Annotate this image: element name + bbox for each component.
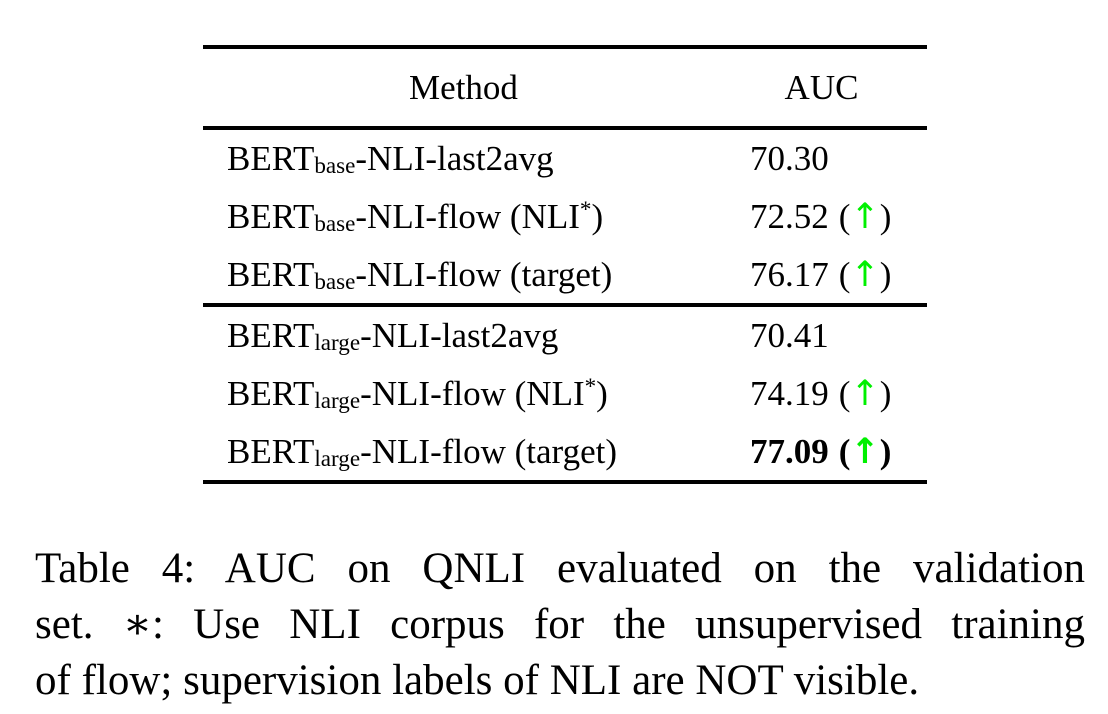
- auc-cell: 76.17 (↑): [750, 246, 927, 305]
- paren-close: ): [879, 254, 892, 294]
- up-arrow-icon: ↑: [850, 196, 880, 237]
- method-cell: BERTlarge-NLI-flow (target): [203, 423, 750, 482]
- method-suffix: -NLI-flow (target): [360, 431, 617, 471]
- auc-cell: 70.30: [750, 128, 927, 187]
- table-caption: Table 4: AUC on QNLI evaluated on the va…: [35, 541, 1085, 709]
- paren-close: ): [879, 431, 892, 471]
- method-cell: BERTbase-NLI-flow (NLI*): [203, 187, 750, 246]
- model-name: BERT: [227, 315, 315, 355]
- model-size-subscript: large: [314, 445, 361, 472]
- auc-value: 76.17: [750, 254, 829, 294]
- paren-open: (: [838, 431, 851, 471]
- auc-cell: 70.41: [750, 305, 927, 364]
- auc-cell: 72.52 (↑): [750, 187, 927, 246]
- table-header: Method AUC: [203, 47, 927, 128]
- method-suffix: -NLI-last2avg: [355, 138, 554, 178]
- auc-cell: 74.19 (↑): [750, 364, 927, 423]
- table-row: BERTbase-NLI-last2avg 70.30: [203, 128, 927, 187]
- model-size-subscript: base: [314, 268, 356, 295]
- method-suffix: -NLI-flow (NLI: [360, 373, 585, 413]
- method-suffix: -NLI-last2avg: [360, 315, 559, 355]
- results-table: Method AUC BERTbase-NLI-last2avg 70.30 B…: [203, 45, 927, 484]
- improvement-indicator: (↑): [838, 254, 892, 295]
- up-arrow-icon: ↑: [850, 431, 880, 472]
- model-size-subscript: large: [314, 387, 361, 414]
- improvement-indicator: (↑): [838, 431, 892, 472]
- method-column-header: Method: [409, 67, 518, 107]
- paren-close: ): [879, 373, 892, 413]
- paren-close: ): [879, 196, 892, 236]
- caption-line: of flow; supervision labels of NLI are N…: [35, 657, 920, 704]
- model-size-subscript: base: [314, 210, 356, 237]
- paren-open: (: [838, 373, 851, 413]
- auc-value: 70.41: [750, 315, 829, 355]
- table-row: BERTbase-NLI-flow (target) 76.17 (↑): [203, 246, 927, 305]
- paren-open: (: [838, 196, 851, 236]
- auc-value: 70.30: [750, 138, 829, 178]
- table-row: BERTlarge-NLI-flow (target) 77.09 (↑): [203, 423, 927, 482]
- auc-value: 77.09: [750, 431, 829, 471]
- up-arrow-icon: ↑: [850, 373, 880, 414]
- method-suffix-end: ): [596, 373, 608, 413]
- model-name: BERT: [227, 373, 315, 413]
- header-row: Method AUC: [203, 47, 927, 128]
- method-cell: BERTbase-NLI-last2avg: [203, 128, 750, 187]
- table-row: BERTlarge-NLI-last2avg 70.41: [203, 305, 927, 364]
- bert-base-group: BERTbase-NLI-last2avg 70.30 BERTbase-NLI…: [203, 128, 927, 305]
- model-name: BERT: [227, 431, 315, 471]
- model-name: BERT: [227, 196, 315, 236]
- star-superscript: *: [584, 373, 597, 400]
- improvement-indicator: (↑): [838, 373, 892, 414]
- method-suffix: -NLI-flow (NLI: [355, 196, 580, 236]
- table-row: BERTlarge-NLI-flow (NLI*) 74.19 (↑): [203, 364, 927, 423]
- star-superscript: *: [579, 196, 592, 223]
- method-cell: BERTlarge-NLI-last2avg: [203, 305, 750, 364]
- model-size-subscript: base: [314, 152, 356, 179]
- method-suffix: -NLI-flow (target): [355, 254, 613, 294]
- paren-open: (: [838, 254, 851, 294]
- auc-value: 72.52: [750, 196, 829, 236]
- caption-line: Table 4: AUC on QNLI evaluated on the va…: [35, 545, 1085, 592]
- auc-value: 74.19: [750, 373, 829, 413]
- model-size-subscript: large: [314, 329, 361, 356]
- auc-qnli-table: Method AUC BERTbase-NLI-last2avg 70.30 B…: [203, 45, 927, 484]
- caption-line: set. ∗: Use NLI corpus for the unsupervi…: [35, 601, 1085, 648]
- bert-large-group: BERTlarge-NLI-last2avg 70.41 BERTlarge-N…: [203, 305, 927, 482]
- method-cell: BERTbase-NLI-flow (target): [203, 246, 750, 305]
- auc-column-header: AUC: [784, 67, 859, 107]
- method-cell: BERTlarge-NLI-flow (NLI*): [203, 364, 750, 423]
- model-name: BERT: [227, 138, 315, 178]
- table-row: BERTbase-NLI-flow (NLI*) 72.52 (↑): [203, 187, 927, 246]
- improvement-indicator: (↑): [838, 196, 892, 237]
- auc-cell-best: 77.09 (↑): [750, 423, 927, 482]
- method-suffix-end: ): [591, 196, 604, 236]
- model-name: BERT: [227, 254, 315, 294]
- up-arrow-icon: ↑: [850, 254, 880, 295]
